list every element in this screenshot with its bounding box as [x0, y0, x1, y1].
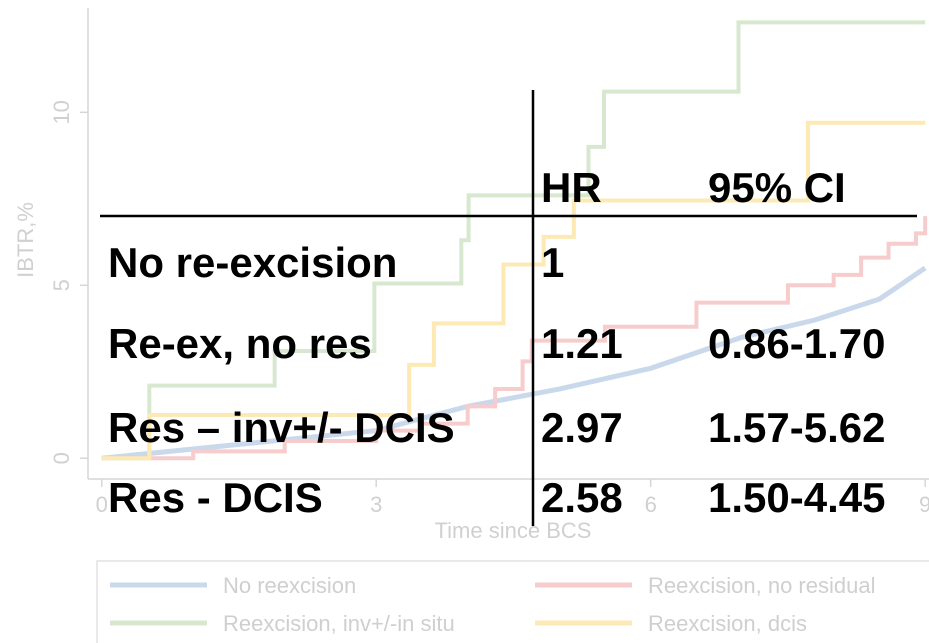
x-tick-label: 6 [645, 492, 657, 517]
row-label: Re-ex, no res [108, 320, 372, 367]
series-line [101, 216, 928, 461]
series-line [101, 120, 926, 461]
x-tick-label: 0 [96, 492, 108, 517]
y-axis-title: IBTR,% [13, 202, 38, 278]
row-label: Res – inv+/- DCIS [108, 404, 455, 451]
legend-label: No reexcision [223, 573, 356, 598]
legend-label: Reexcision, inv+/-in situ [223, 611, 455, 636]
x-axis-title: Time since BCS [435, 518, 592, 543]
table-header: HR [541, 164, 602, 211]
series-line [101, 265, 927, 461]
y-tick-label: 0 [49, 452, 74, 464]
row-ci: 0.86-1.70 [708, 320, 885, 367]
y-tick-label: 10 [49, 100, 74, 124]
row-label: Res - DCIS [108, 474, 323, 521]
series-line [101, 20, 926, 461]
x-tick-label: 3 [370, 492, 382, 517]
y-tick-label: 5 [49, 279, 74, 291]
row-ci: 1.57-5.62 [708, 404, 885, 451]
table-header: 95% CI [708, 164, 846, 211]
legend-label: Reexcision, no residual [648, 573, 875, 598]
row-hr: 1 [541, 239, 564, 286]
row-hr: 2.97 [541, 404, 623, 451]
x-tick-label: 9 [919, 492, 929, 517]
row-ci: 1.50-4.45 [708, 474, 885, 521]
row-hr: 2.58 [541, 474, 623, 521]
legend-label: Reexcision, dcis [648, 611, 807, 636]
legend-box [96, 560, 929, 643]
row-hr: 1.21 [541, 320, 623, 367]
row-label: No re-excision [108, 239, 397, 286]
